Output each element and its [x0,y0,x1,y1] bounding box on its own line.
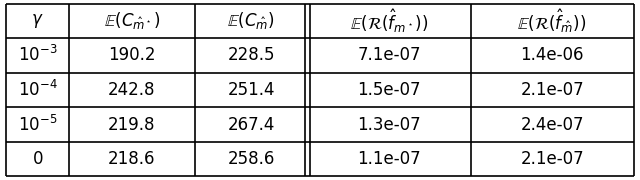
Text: 258.6: 258.6 [227,150,275,168]
Text: 1.4e-06: 1.4e-06 [520,46,584,64]
Text: $0$: $0$ [32,150,44,168]
Text: 228.5: 228.5 [227,46,275,64]
Text: $\mathbb{E}(C_{\hat{m}})$: $\mathbb{E}(C_{\hat{m}})$ [227,10,275,31]
Text: 1.3e-07: 1.3e-07 [357,116,421,134]
Text: 1.5e-07: 1.5e-07 [357,81,420,99]
Text: $10^{-4}$: $10^{-4}$ [18,80,58,100]
Text: 190.2: 190.2 [108,46,156,64]
Text: $\mathbb{E}(\mathcal{R}(\hat{f}_{m^\star}))$: $\mathbb{E}(\mathcal{R}(\hat{f}_{m^\star… [350,7,428,35]
Text: 2.1e-07: 2.1e-07 [520,150,584,168]
Text: 2.1e-07: 2.1e-07 [520,81,584,99]
Text: 267.4: 267.4 [227,116,275,134]
Text: $\mathbb{E}(\mathcal{R}(\hat{f}_{\hat{m}}))$: $\mathbb{E}(\mathcal{R}(\hat{f}_{\hat{m}… [518,7,587,35]
Text: 218.6: 218.6 [108,150,156,168]
Text: $10^{-5}$: $10^{-5}$ [18,114,58,135]
Text: $10^{-3}$: $10^{-3}$ [18,45,58,66]
Text: 242.8: 242.8 [108,81,156,99]
Text: 1.1e-07: 1.1e-07 [357,150,421,168]
Text: 2.4e-07: 2.4e-07 [520,116,584,134]
Text: 219.8: 219.8 [108,116,156,134]
Text: 7.1e-07: 7.1e-07 [357,46,420,64]
Text: 251.4: 251.4 [227,81,275,99]
Text: $\gamma$: $\gamma$ [31,12,44,30]
Text: $\mathbb{E}(C_{\hat{m}^\star})$: $\mathbb{E}(C_{\hat{m}^\star})$ [104,10,160,31]
